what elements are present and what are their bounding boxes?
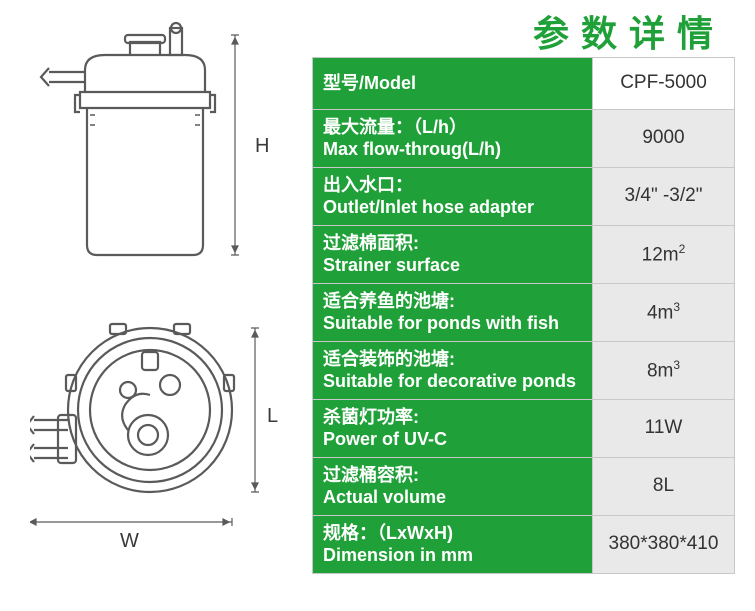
spec-label: 杀菌灯功率:Power of UV-C <box>313 399 593 457</box>
table-row: 型号/ModelCPF-5000 <box>313 58 735 110</box>
spec-value: 4m3 <box>593 283 735 341</box>
spec-label: 规格：（LxWxH)Dimension in mm <box>313 515 593 573</box>
table-row: 适合养鱼的池塘:Suitable for ponds with fish4m3 <box>313 283 735 341</box>
spec-label: 出入水口：Outlet/Inlet hose adapter <box>313 167 593 225</box>
spec-label: 适合养鱼的池塘:Suitable for ponds with fish <box>313 283 593 341</box>
table-row: 适合装饰的池塘:Suitable for decorative ponds8m3 <box>313 341 735 399</box>
table-row: 杀菌灯功率:Power of UV-C11W <box>313 399 735 457</box>
dim-label-h: H <box>255 135 269 158</box>
diagram-top-view <box>30 300 280 560</box>
table-row: 最大流量：（L/h）Max flow-throug(L/h)9000 <box>313 109 735 167</box>
spec-label: 适合装饰的池塘:Suitable for decorative ponds <box>313 341 593 399</box>
diagram-side-view <box>35 20 265 270</box>
spec-label: 过滤棉面积:Strainer surface <box>313 225 593 283</box>
spec-label: 型号/Model <box>313 58 593 110</box>
spec-label: 过滤桶容积:Actual volume <box>313 457 593 515</box>
spec-value: 3/4" -3/2" <box>593 167 735 225</box>
spec-value: CPF-5000 <box>593 58 735 110</box>
table-row: 过滤桶容积:Actual volume8L <box>313 457 735 515</box>
spec-label: 最大流量：（L/h）Max flow-throug(L/h) <box>313 109 593 167</box>
table-row: 出入水口：Outlet/Inlet hose adapter3/4" -3/2" <box>313 167 735 225</box>
diagram-container: H <box>15 20 305 580</box>
spec-value: 380*380*410 <box>593 515 735 573</box>
spec-value: 12m2 <box>593 225 735 283</box>
spec-value: 8m3 <box>593 341 735 399</box>
dim-label-l: L <box>267 405 278 428</box>
spec-value: 8L <box>593 457 735 515</box>
table-row: 过滤棉面积:Strainer surface12m2 <box>313 225 735 283</box>
page-title: 参数详情 <box>533 5 725 57</box>
spec-table: 型号/ModelCPF-5000最大流量：（L/h）Max flow-throu… <box>312 57 735 574</box>
table-row: 规格：（LxWxH)Dimension in mm380*380*410 <box>313 515 735 573</box>
spec-value: 11W <box>593 399 735 457</box>
dim-label-w: W <box>120 530 139 553</box>
spec-value: 9000 <box>593 109 735 167</box>
